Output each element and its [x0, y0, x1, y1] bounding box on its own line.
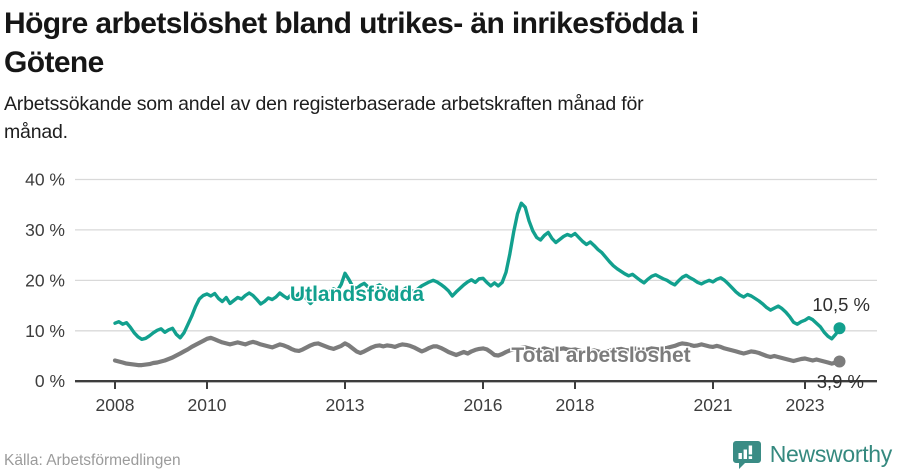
newsworthy-brand-text: Newsworthy	[769, 440, 893, 467]
x-axis-labels: 2008 2010 2013 2016 2018 2021 2023	[96, 395, 825, 415]
end-value-label-total: 3,9 %	[817, 371, 864, 392]
series-line-0	[113, 201, 842, 341]
y-tick-40: 40 %	[25, 170, 65, 190]
chart-header: Högre arbetslöshet bland utrikes- än inr…	[4, 4, 884, 146]
x-tick-2008: 2008	[96, 395, 135, 415]
x-tick-2010: 2010	[188, 395, 227, 415]
newsworthy-logo: Newsworthy	[731, 438, 892, 470]
x-tick-2021: 2021	[694, 395, 733, 415]
x-tick-2023: 2023	[786, 395, 825, 415]
y-axis-labels: 40 % 30 % 20 % 10 % 0 %	[25, 170, 65, 392]
chart-subtitle: Arbetssökande som andel av den registerb…	[4, 91, 884, 146]
source-note: Källa: Arbetsförmedlingen	[4, 452, 181, 469]
title-line-1: Högre arbetslöshet bland utrikes- än inr…	[4, 7, 699, 40]
x-tick-2018: 2018	[556, 395, 595, 415]
series-dot-0	[833, 322, 846, 335]
subtitle-line-1: Arbetssökande som andel av den registerb…	[4, 93, 644, 115]
subtitle-line-2: månad.	[4, 120, 68, 143]
page-title: Högre arbetslöshet bland utrikes- än inr…	[4, 4, 884, 82]
series-line-1	[112, 335, 842, 368]
series-label-utlandsfodda: Utlandsfödda	[290, 283, 424, 306]
y-tick-20: 20 %	[25, 270, 65, 290]
x-tick-2016: 2016	[464, 395, 503, 415]
title-line-2: Götene	[4, 46, 104, 79]
x-axis	[75, 380, 877, 389]
x-tick-2013: 2013	[326, 395, 365, 415]
newsworthy-bubble-chart-icon	[732, 441, 761, 469]
series-label-total: Total arbetslöshet	[511, 344, 690, 367]
end-value-label-utlandsfodda: 10,5 %	[812, 294, 870, 315]
series-dot-1	[833, 355, 846, 368]
y-tick-0: 0 %	[35, 371, 65, 391]
y-tick-10: 10 %	[25, 321, 65, 341]
y-tick-30: 30 %	[25, 220, 65, 240]
x-axis-ticks	[114, 381, 806, 389]
